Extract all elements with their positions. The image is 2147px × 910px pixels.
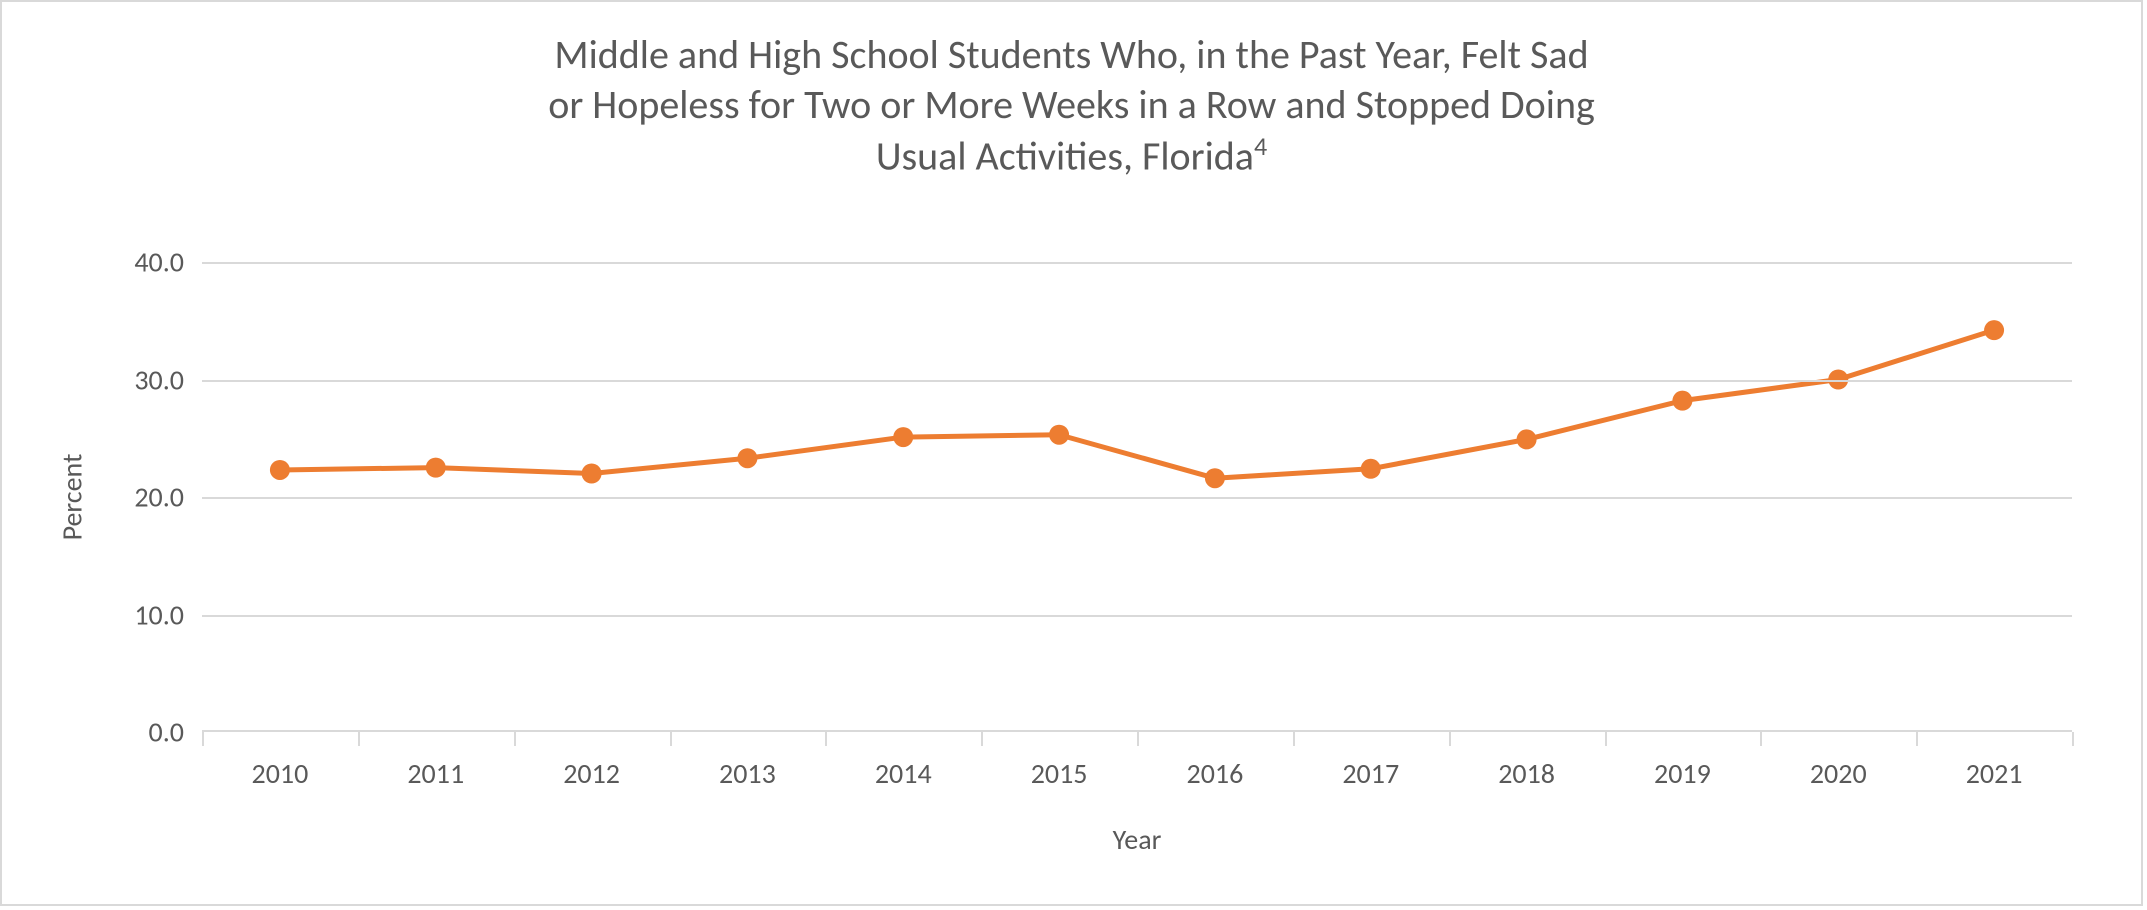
- x-tick-label: 2012: [563, 756, 620, 791]
- x-tick: [1916, 732, 1918, 746]
- chart-title-line: Usual Activities, Florida4: [2, 130, 2141, 181]
- x-tick-label: 2018: [1498, 756, 1555, 791]
- series-marker: [1361, 459, 1381, 479]
- series-marker: [582, 464, 602, 484]
- chart-title-line: Middle and High School Students Who, in …: [2, 30, 2141, 80]
- series-marker: [270, 460, 290, 480]
- series-marker: [737, 448, 757, 468]
- series-marker: [1984, 320, 2004, 340]
- series-line: [280, 330, 1994, 478]
- chart-title-line: or Hopeless for Two or More Weeks in a R…: [2, 80, 2141, 130]
- y-tick-label: 30.0: [134, 362, 184, 397]
- series-marker: [1049, 425, 1069, 445]
- gridline: [202, 497, 2072, 499]
- chart-container: Middle and High School Students Who, in …: [0, 0, 2143, 906]
- chart-title-superscript: 4: [1254, 130, 1267, 162]
- x-tick-label: 2017: [1342, 756, 1399, 791]
- x-tick-label: 2014: [875, 756, 932, 791]
- y-tick-label: 10.0: [134, 597, 184, 632]
- series-marker: [1672, 391, 1692, 411]
- x-tick: [670, 732, 672, 746]
- x-tick: [1293, 732, 1295, 746]
- x-tick-label: 2013: [719, 756, 776, 791]
- x-tick: [2072, 732, 2074, 746]
- y-tick-label: 0.0: [149, 715, 184, 750]
- x-tick-label: 2020: [1810, 756, 1867, 791]
- x-tick: [202, 732, 204, 746]
- x-tick: [1605, 732, 1607, 746]
- x-tick-label: 2011: [407, 756, 464, 791]
- x-tick: [1760, 732, 1762, 746]
- gridline: [202, 615, 2072, 617]
- plot-area: 0.010.020.030.040.0201020112012201320142…: [202, 262, 2072, 732]
- x-tick-label: 2021: [1966, 756, 2023, 791]
- x-tick: [1137, 732, 1139, 746]
- x-tick: [514, 732, 516, 746]
- y-axis-title: Percent: [55, 454, 90, 541]
- x-tick: [1449, 732, 1451, 746]
- y-tick-label: 40.0: [134, 245, 184, 280]
- x-tick-label: 2015: [1031, 756, 1088, 791]
- x-tick-label: 2016: [1187, 756, 1244, 791]
- series-marker: [893, 427, 913, 447]
- x-axis-title: Year: [1113, 822, 1162, 857]
- x-tick: [825, 732, 827, 746]
- chart-title: Middle and High School Students Who, in …: [2, 30, 2141, 181]
- x-tick: [358, 732, 360, 746]
- x-tick-label: 2010: [252, 756, 309, 791]
- gridline: [202, 380, 2072, 382]
- series-marker: [1517, 429, 1537, 449]
- x-tick-label: 2019: [1654, 756, 1711, 791]
- gridline: [202, 262, 2072, 264]
- series-marker: [1205, 468, 1225, 488]
- x-tick: [981, 732, 983, 746]
- series-marker: [426, 458, 446, 478]
- y-tick-label: 20.0: [134, 480, 184, 515]
